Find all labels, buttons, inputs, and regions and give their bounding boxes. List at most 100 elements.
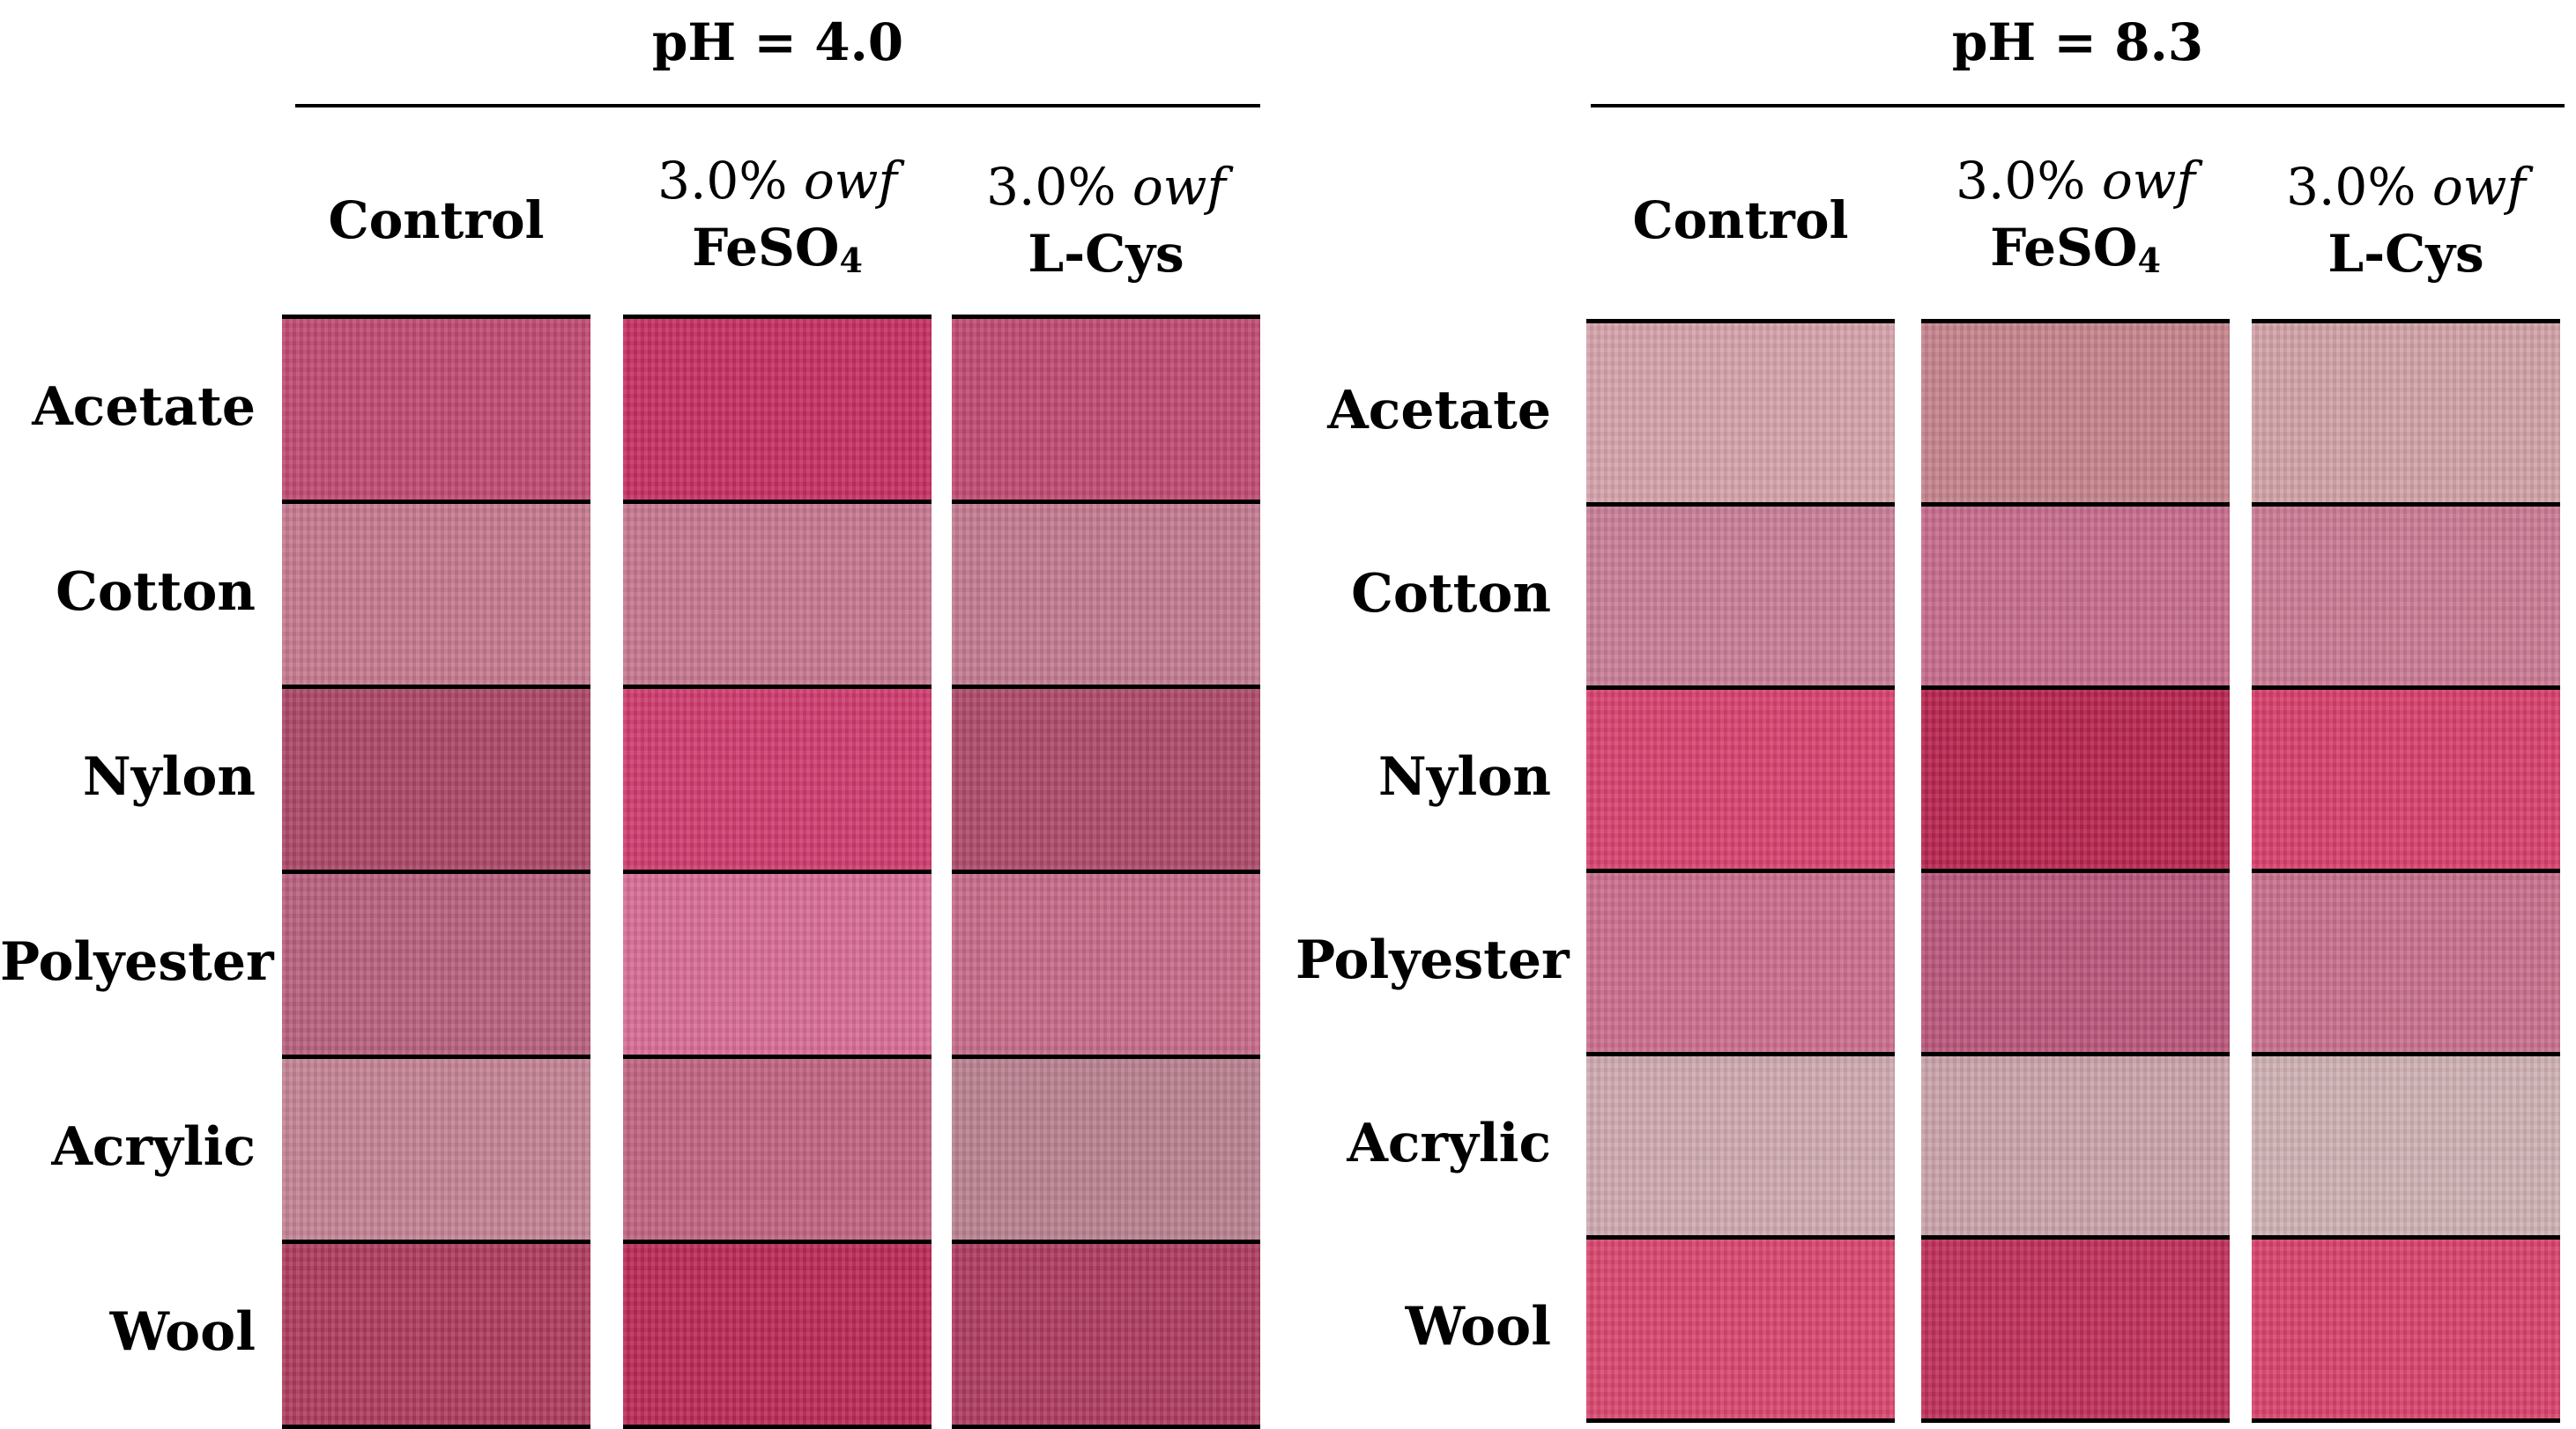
column-header-line1: Control — [328, 187, 544, 254]
column-header-text: 3.0% — [986, 157, 1132, 217]
fabric-swatch — [282, 1240, 590, 1429]
fabric-label: Acetate — [1327, 380, 1551, 441]
fabric-texture — [952, 1059, 1260, 1240]
fabric-texture — [952, 1244, 1260, 1425]
fabric-swatch — [1586, 685, 1895, 869]
fabric-label: Polyester — [0, 931, 274, 993]
fabric-swatch — [1586, 869, 1895, 1052]
fabric-texture — [2252, 507, 2560, 685]
fabric-texture — [952, 504, 1260, 685]
column-header-line1: 3.0% owf — [1956, 147, 2195, 214]
fabric-swatch — [952, 1240, 1260, 1429]
column-header-text: 3.0% — [1956, 150, 2102, 211]
fabric-texture — [282, 689, 590, 870]
column-header-line2: L-Cys — [2327, 220, 2483, 287]
column-header-line2: L-Cys — [1028, 220, 1184, 287]
column-header-line1: 3.0% owf — [657, 147, 897, 214]
fabric-texture — [1921, 507, 2230, 685]
fabric-label: Cotton — [1351, 563, 1551, 625]
column-header: 3.0% owf FeSO4 — [1921, 141, 2230, 300]
fabric-texture — [952, 874, 1260, 1055]
fabric-texture — [1586, 507, 1895, 685]
fabric-swatch — [952, 315, 1260, 500]
column-header-text: 3.0% — [2286, 157, 2432, 217]
fabric-swatch — [1921, 869, 2230, 1052]
fabric-label: Cotton — [56, 561, 256, 623]
fabric-texture — [623, 1059, 932, 1240]
fabric-swatch — [282, 685, 590, 870]
fabric-swatch — [623, 1055, 932, 1240]
fabric-swatch — [952, 1055, 1260, 1240]
fabric-texture — [1586, 873, 1895, 1052]
fabric-swatch — [1586, 319, 1895, 502]
fabric-texture — [2252, 1056, 2560, 1235]
fabric-texture — [2252, 323, 2560, 502]
column-header-reagent: L-Cys — [2327, 224, 2484, 284]
fabric-swatch — [2252, 685, 2560, 869]
fabric-swatch — [1921, 685, 2230, 869]
fabric-texture — [2252, 1240, 2560, 1418]
fabric-swatch — [2252, 869, 2560, 1052]
column-header-reagent: L-Cys — [1028, 224, 1184, 284]
fabric-swatch — [952, 870, 1260, 1055]
fabric-texture — [1921, 1240, 2230, 1418]
fabric-texture — [1586, 1240, 1895, 1418]
column-header-line1: 3.0% owf — [2286, 153, 2526, 220]
fabric-label: Wool — [1405, 1296, 1551, 1358]
column-header-text: Control — [1632, 190, 1849, 250]
column-header-italic: owf — [1132, 157, 1226, 217]
fabric-label: Acrylic — [51, 1116, 256, 1178]
fabric-swatch — [952, 685, 1260, 870]
fabric-texture — [282, 1244, 590, 1425]
fabric-swatch — [623, 500, 932, 685]
fabric-texture — [952, 689, 1260, 870]
fabric-texture — [623, 689, 932, 870]
fabric-swatch — [1921, 1235, 2230, 1423]
fabric-label: Acrylic — [1347, 1113, 1551, 1174]
fabric-label: Nylon — [1377, 746, 1551, 808]
fabric-swatch — [2252, 1235, 2560, 1423]
column-header-italic: owf — [803, 150, 897, 211]
fabric-texture — [1586, 323, 1895, 502]
ph-title: pH = 4.0 — [651, 12, 904, 72]
column-header-text: Control — [328, 190, 545, 250]
fabric-texture — [1586, 690, 1895, 869]
column-header-line2: FeSO4 — [1990, 214, 2161, 294]
fabric-texture — [1921, 323, 2230, 502]
fabric-swatch — [2252, 1052, 2560, 1235]
fabric-texture — [623, 504, 932, 685]
fabric-swatch — [2252, 502, 2560, 685]
ph-title-rule — [295, 104, 1260, 107]
fabric-swatch — [1921, 1052, 2230, 1235]
column-header-line1: Control — [1632, 187, 1848, 254]
ph-title: pH = 8.3 — [1951, 12, 2204, 72]
fabric-texture — [2252, 873, 2560, 1052]
fabric-texture — [1921, 873, 2230, 1052]
column-header-subscript: 4 — [2137, 240, 2161, 280]
fabric-texture — [1921, 1056, 2230, 1235]
fabric-texture — [623, 319, 932, 500]
fabric-texture — [1586, 1056, 1895, 1235]
fabric-texture — [623, 874, 932, 1055]
column-header-reagent: FeSO — [1990, 217, 2138, 278]
column-header: Control — [1586, 141, 1895, 300]
fabric-swatch — [623, 685, 932, 870]
fabric-swatch — [2252, 319, 2560, 502]
column-header-line1: 3.0% owf — [986, 153, 1226, 220]
fabric-swatch — [282, 500, 590, 685]
fabric-swatch — [282, 1055, 590, 1240]
fabric-label: Polyester — [1295, 929, 1570, 991]
column-header-italic: owf — [2431, 157, 2526, 217]
column-header-text: 3.0% — [657, 150, 804, 211]
column-header-subscript: 4 — [839, 240, 863, 280]
fabric-label: Acetate — [32, 376, 256, 438]
fabric-texture — [1921, 690, 2230, 869]
column-header: Control — [282, 141, 590, 300]
ph-title-rule — [1591, 104, 2565, 107]
fabric-swatch — [1586, 1052, 1895, 1235]
fabric-texture — [2252, 690, 2560, 869]
fabric-label: Nylon — [82, 746, 256, 808]
fabric-texture — [623, 1244, 932, 1425]
fabric-swatch — [952, 500, 1260, 685]
fabric-swatch — [1586, 1235, 1895, 1423]
